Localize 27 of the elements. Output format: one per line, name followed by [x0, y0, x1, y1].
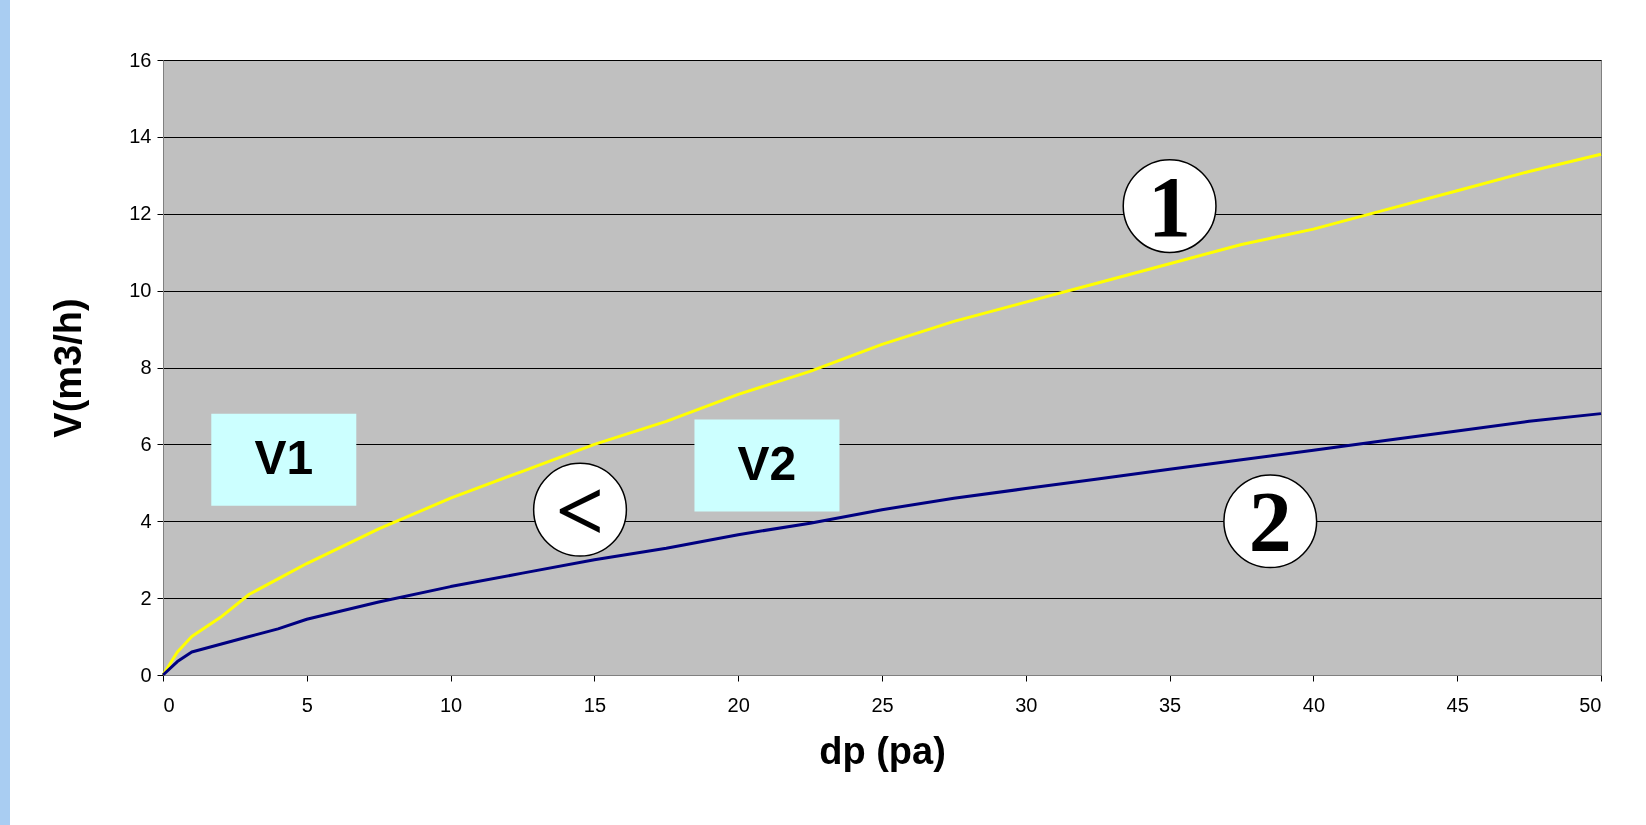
y-axis-title: V(m3/h): [47, 298, 90, 438]
x-tick-label: 30: [1015, 693, 1038, 716]
annotation: V2: [737, 436, 797, 490]
annotation: V1: [254, 430, 314, 484]
y-tick-label: 14: [129, 125, 152, 148]
x-tick-label: 50: [1579, 693, 1602, 716]
y-tick-label: 8: [140, 356, 152, 378]
annotation: <: [555, 462, 605, 559]
x-tick-label: 10: [439, 693, 463, 716]
annotation: 2: [1248, 474, 1292, 571]
x-tick-label: 15: [583, 693, 607, 716]
y-tick-label: 12: [129, 202, 152, 225]
x-tick-label: 45: [1446, 693, 1469, 716]
x-tick-label: 5: [301, 693, 313, 716]
y-tick-label: 6: [140, 432, 152, 455]
y-tick-label: 4: [140, 509, 152, 532]
x-tick-label: 40: [1302, 693, 1326, 716]
y-tick-label: 10: [129, 279, 152, 302]
x-tick-label: 25: [871, 693, 894, 716]
x-tick-label: 0: [163, 693, 175, 716]
x-tick-label: 20: [727, 693, 750, 716]
y-tick-label: 16: [129, 48, 152, 71]
x-tick-label: 35: [1158, 693, 1182, 716]
y-tick-label: 2: [140, 586, 152, 609]
x-axis-title: dp (pa): [819, 729, 946, 772]
y-tick-label: 0: [140, 663, 152, 686]
annotation: 1: [1148, 159, 1192, 256]
